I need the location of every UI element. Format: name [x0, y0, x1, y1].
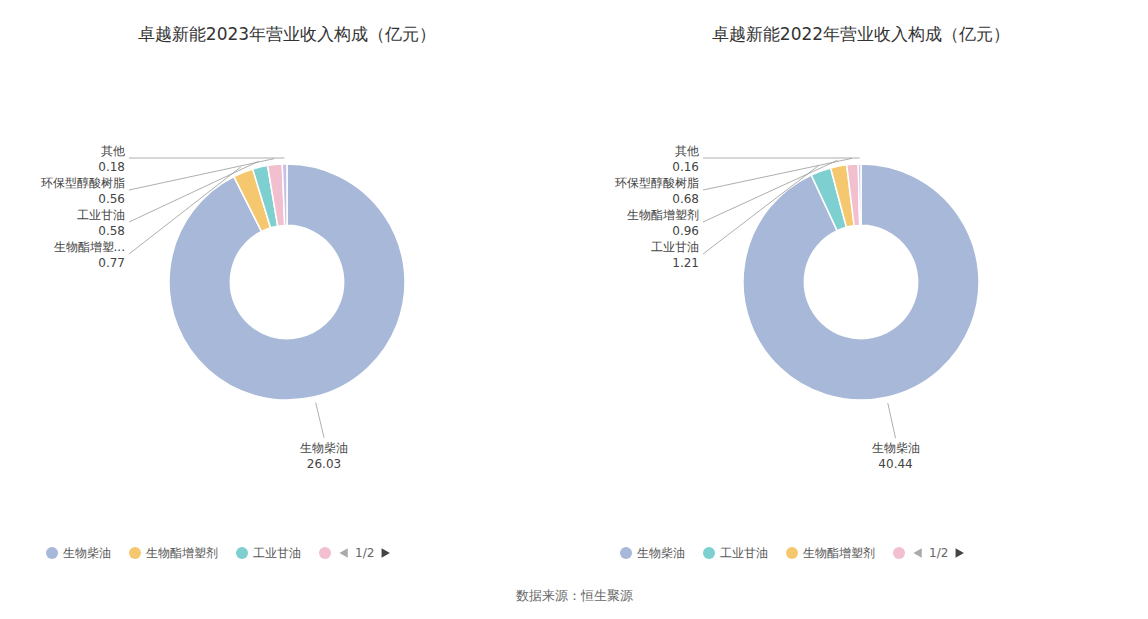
leader-line	[703, 165, 819, 254]
data-label: 0.77	[98, 256, 125, 270]
slice-category-label: 环保型醇酸树脂	[41, 176, 125, 190]
slice-category-label: 其他	[675, 144, 699, 158]
data-label: 0.96	[672, 224, 699, 238]
slice	[858, 164, 861, 225]
leader-line	[129, 159, 274, 190]
slices	[743, 164, 979, 400]
donut: 生物柴油 40.44 其他 0.16 环保型醇酸树脂 0.68 生物酯增塑剂 0.96 工业甘油…	[615, 144, 979, 471]
leader-line	[703, 158, 852, 190]
leader-line	[129, 158, 285, 159]
chart-title: 卓越新能2023年营业收入构成（亿元）	[138, 24, 436, 44]
data-label: 40.44	[878, 457, 912, 471]
page-next[interactable]	[382, 548, 390, 558]
legend: 生物柴油 生物酯增塑剂 工业甘油 1/2	[46, 546, 390, 560]
slices	[169, 164, 405, 400]
legend-page: 1/2	[355, 546, 374, 560]
page-prev[interactable]	[913, 548, 921, 558]
page-next[interactable]	[956, 548, 964, 558]
data-label: 0.68	[672, 192, 699, 206]
slice-category-label: 生物柴油	[872, 441, 920, 455]
legend-swatch[interactable]	[786, 547, 798, 559]
donut: 生物柴油 26.03 其他 0.18 环保型醇酸树脂 0.56 工业甘油 0.58 生物酯增塑.…	[41, 144, 405, 471]
legend: 生物柴油 工业甘油 生物酯增塑剂 1/2	[620, 546, 964, 560]
data-label: 0.58	[98, 224, 125, 238]
legend-swatch[interactable]	[319, 547, 331, 559]
legend-swatch[interactable]	[620, 547, 632, 559]
legend-swatch[interactable]	[236, 547, 248, 559]
data-label: 0.18	[98, 160, 125, 174]
legend-entry[interactable]: 生物柴油	[63, 546, 111, 560]
legend-entry[interactable]: 生物酯增塑剂	[146, 546, 218, 560]
leader-line	[703, 158, 860, 159]
leader-line	[129, 161, 259, 222]
slice-category-label: 生物酯增塑...	[54, 240, 125, 254]
chart-title: 卓越新能2022年营业收入构成（亿元）	[712, 24, 1010, 44]
leader-line	[888, 403, 896, 438]
slice-category-label: 环保型醇酸树脂	[615, 176, 699, 190]
leader-line	[316, 403, 324, 438]
slice-category-label: 生物酯增塑剂	[627, 208, 699, 222]
slice-category-label: 生物柴油	[300, 441, 348, 455]
legend-swatch[interactable]	[129, 547, 141, 559]
data-label: 26.03	[307, 457, 341, 471]
legend-entry[interactable]: 工业甘油	[253, 546, 301, 560]
slice-category-label: 工业甘油	[651, 240, 699, 254]
slice	[743, 164, 979, 400]
leader-line	[703, 160, 837, 222]
legend-entry[interactable]: 生物酯增塑剂	[803, 546, 875, 560]
slice-category-label: 其他	[101, 144, 125, 158]
legend-swatch[interactable]	[703, 547, 715, 559]
legend-entry[interactable]: 生物柴油	[637, 546, 685, 560]
slice-labels: 生物柴油 26.03 其他 0.18 环保型醇酸树脂 0.56 工业甘油 0.58 生物酯增塑.…	[41, 144, 348, 471]
page-prev[interactable]	[339, 548, 347, 558]
legend-swatch[interactable]	[46, 547, 58, 559]
data-label: 0.56	[98, 192, 125, 206]
source-note: 数据来源：恒生聚源	[516, 588, 633, 603]
chart-root: 卓越新能2023年营业收入构成（亿元） 生物柴油 26.03 其他 0.18 环保型醇酸树…	[0, 0, 1148, 619]
slice	[169, 164, 405, 400]
data-label: 1.21	[672, 256, 699, 270]
slice	[282, 164, 287, 225]
legend-page: 1/2	[929, 546, 948, 560]
data-label: 0.16	[672, 160, 699, 174]
slice-category-label: 工业甘油	[77, 208, 125, 222]
slice-labels: 生物柴油 40.44 其他 0.16 环保型醇酸树脂 0.68 生物酯增塑剂 0.96 工业甘油…	[615, 144, 920, 471]
legend-entry[interactable]: 工业甘油	[720, 546, 768, 560]
leader-line	[129, 167, 241, 254]
legend-swatch[interactable]	[893, 547, 905, 559]
